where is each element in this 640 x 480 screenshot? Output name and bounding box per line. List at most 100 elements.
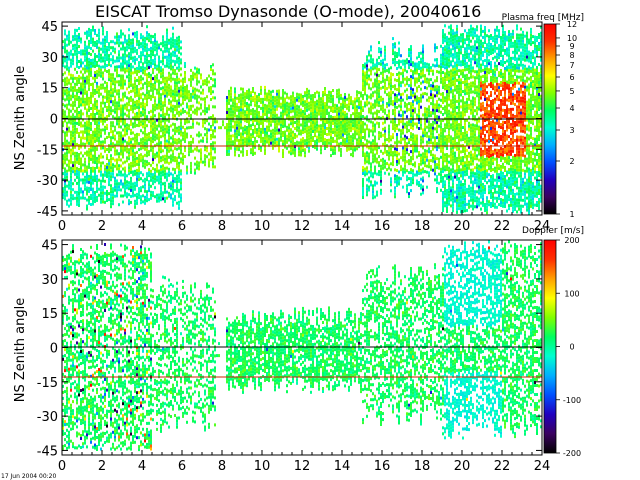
heatmap-cell <box>70 64 72 68</box>
heatmap-cell <box>134 82 136 86</box>
heatmap-cell <box>356 93 358 97</box>
heatmap-cell <box>378 95 380 99</box>
heatmap-cell <box>340 105 342 109</box>
heatmap-cell <box>342 133 344 137</box>
heatmap-cell <box>330 118 332 122</box>
heatmap-cell <box>84 88 86 92</box>
heatmap-cell <box>62 58 64 62</box>
heatmap-cell <box>72 95 74 99</box>
heatmap-cell <box>352 145 354 149</box>
heatmap-cell <box>360 136 362 140</box>
heatmap-cell <box>218 126 220 130</box>
heatmap-cell <box>88 132 90 136</box>
heatmap-cell <box>136 138 138 142</box>
heatmap-cell <box>254 151 256 155</box>
heatmap-cell <box>74 52 76 56</box>
heatmap-cell <box>400 105 402 109</box>
heatmap-cell <box>166 94 168 98</box>
heatmap-cell <box>74 94 76 98</box>
heatmap-cell <box>310 121 312 125</box>
heatmap-cell <box>190 170 192 174</box>
heatmap-cell <box>138 64 140 68</box>
heatmap-cell <box>78 123 80 126</box>
heatmap-cell <box>304 139 306 143</box>
heatmap-cell <box>174 51 176 55</box>
heatmap-cell <box>432 147 434 151</box>
heatmap-cell <box>232 125 234 129</box>
heatmap-cell <box>100 110 102 114</box>
heatmap-cell <box>368 50 370 54</box>
heatmap-cell <box>242 90 244 94</box>
heatmap-cell <box>66 91 68 95</box>
heatmap-cell <box>170 55 172 59</box>
heatmap-cell <box>146 88 148 92</box>
heatmap-cell <box>394 93 396 97</box>
heatmap-cell <box>310 109 312 113</box>
heatmap-cell <box>124 49 126 53</box>
heatmap-cell <box>72 143 74 147</box>
heatmap-cell <box>324 141 326 144</box>
heatmap-cell <box>136 135 138 139</box>
heatmap-cell <box>148 84 150 88</box>
heatmap-cell <box>86 90 88 94</box>
heatmap-cell <box>158 112 160 116</box>
heatmap-cell <box>428 84 430 88</box>
heatmap-cell <box>340 111 342 115</box>
heatmap-cell <box>92 112 94 116</box>
heatmap-cell <box>332 152 334 155</box>
heatmap-cell <box>234 147 236 151</box>
heatmap-cell <box>402 173 404 177</box>
heatmap-cell <box>336 134 338 138</box>
heatmap-cell <box>306 96 308 100</box>
heatmap-cell <box>402 119 404 123</box>
heatmap-cell <box>300 93 302 97</box>
heatmap-cell <box>250 151 252 155</box>
heatmap-cell <box>392 91 394 95</box>
heatmap-cell <box>124 139 126 143</box>
heatmap-cell <box>322 103 324 106</box>
heatmap-cell <box>142 68 144 72</box>
heatmap-cell <box>256 128 258 132</box>
heatmap-cell <box>432 135 434 139</box>
heatmap-cell <box>76 202 78 206</box>
heatmap-cell <box>368 101 370 105</box>
heatmap-cell <box>120 104 122 108</box>
heatmap-cell <box>376 193 378 197</box>
heatmap-cell <box>232 140 234 144</box>
heatmap-cell <box>70 184 72 188</box>
heatmap-cell <box>168 137 170 141</box>
heatmap-cell <box>72 164 74 168</box>
heatmap-cell <box>406 76 408 80</box>
heatmap-cell <box>166 148 168 152</box>
heatmap-cell <box>430 129 432 133</box>
heatmap-cell <box>352 112 354 116</box>
heatmap-cell <box>172 200 174 204</box>
heatmap-cell <box>70 199 72 203</box>
heatmap-cell <box>76 34 78 38</box>
heatmap-cell <box>412 169 414 173</box>
heatmap-cell <box>444 54 446 58</box>
heatmap-cell <box>308 104 310 108</box>
heatmap-cell <box>178 113 180 117</box>
heatmap-cell <box>162 38 164 42</box>
heatmap-cell <box>442 191 444 194</box>
heatmap-cell <box>362 151 364 154</box>
heatmap-cell <box>414 77 416 81</box>
heatmap-cell <box>120 110 122 114</box>
heatmap-cell <box>168 140 170 144</box>
heatmap-cell <box>128 199 130 203</box>
heatmap-cell <box>336 113 338 117</box>
heatmap-cell <box>412 136 414 140</box>
heatmap-cell <box>316 126 318 130</box>
heatmap-cell <box>164 85 166 89</box>
heatmap-cell <box>228 125 230 129</box>
heatmap-cell <box>156 88 158 92</box>
heatmap-cell <box>212 114 214 118</box>
heatmap-cell <box>168 161 170 165</box>
heatmap-cell <box>274 99 276 103</box>
heatmap-cell <box>254 130 256 134</box>
heatmap-cell <box>196 160 198 164</box>
heatmap-cell <box>330 115 332 119</box>
heatmap-cell <box>182 152 184 156</box>
heatmap-cell <box>196 133 198 137</box>
